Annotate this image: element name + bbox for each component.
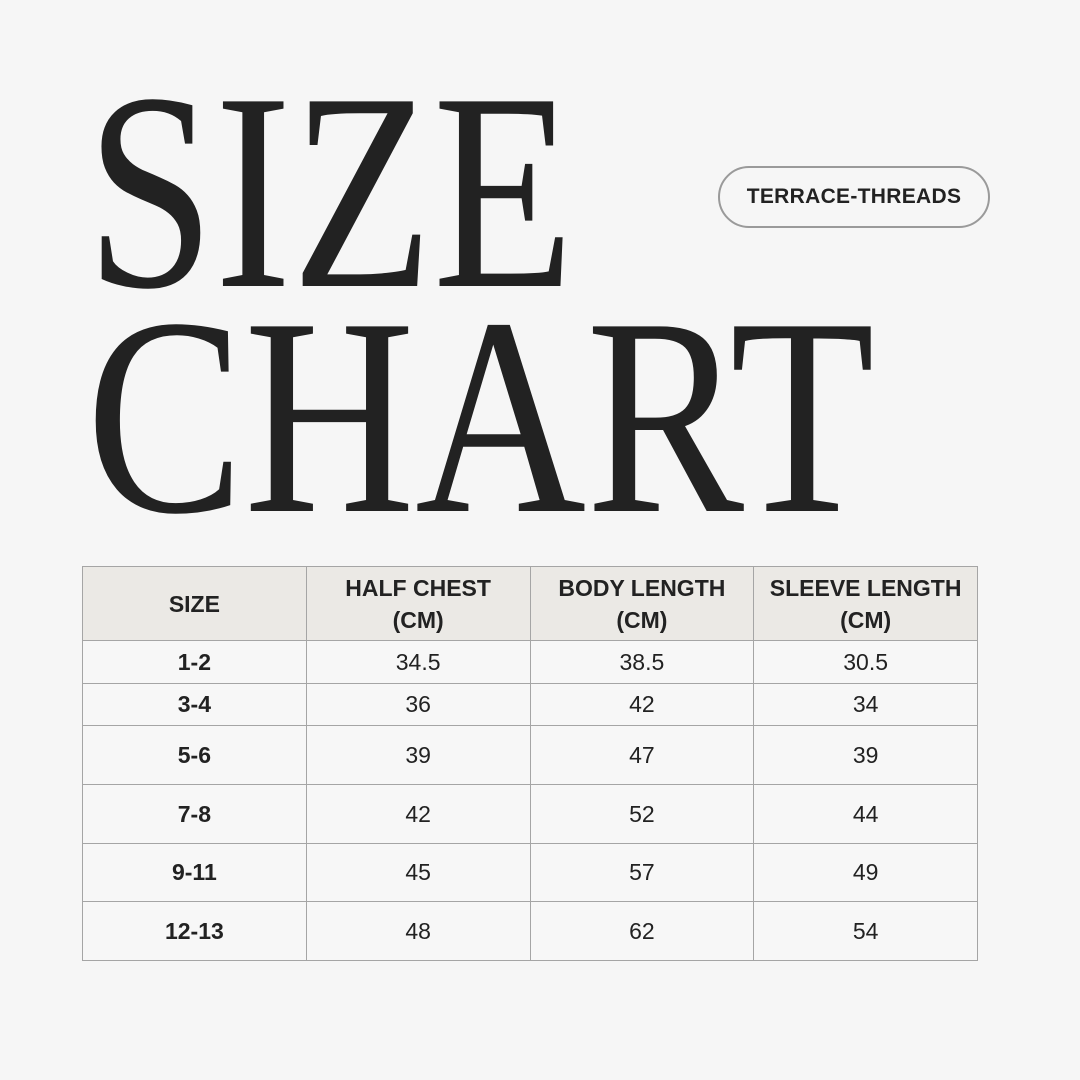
table-row: 3-4 36 42 34 [82, 683, 978, 726]
column-header: HALF CHEST (CM) [305, 566, 531, 641]
column-header: SIZE [82, 566, 307, 641]
measurement-cell: 39 [305, 725, 531, 785]
table-row: 12-13 48 62 54 [82, 901, 978, 961]
title-line-1: SIZE [86, 35, 575, 347]
header-unit: (CM) [616, 606, 668, 633]
size-cell: 5-6 [82, 725, 307, 785]
measurement-cell: 34 [753, 683, 978, 726]
size-cell: 12-13 [82, 901, 307, 961]
measurement-cell: 42 [305, 784, 531, 844]
size-cell: 1-2 [82, 640, 307, 684]
header-unit: (CM) [840, 606, 892, 633]
measurement-cell: 54 [753, 901, 978, 961]
header-label: SIZE [168, 590, 220, 617]
measurement-cell: 49 [753, 843, 978, 902]
measurement-cell: 30.5 [753, 640, 978, 684]
size-cell: 7-8 [82, 784, 307, 844]
measurement-cell: 47 [529, 725, 755, 785]
header-unit: (CM) [392, 606, 444, 633]
table-row: 7-8 42 52 44 [82, 784, 978, 844]
measurement-cell: 48 [305, 901, 531, 961]
measurement-cell: 42 [529, 683, 755, 726]
size-cell: 9-11 [82, 843, 307, 902]
table-row: 1-2 34.5 38.5 30.5 [82, 640, 978, 684]
measurement-cell: 39 [753, 725, 978, 785]
measurement-cell: 44 [753, 784, 978, 844]
measurement-cell: 57 [529, 843, 755, 902]
measurement-cell: 34.5 [305, 640, 531, 684]
brand-badge: TERRACE-THREADS [718, 166, 990, 228]
column-header: BODY LENGTH (CM) [529, 566, 755, 641]
measurement-cell: 52 [529, 784, 755, 844]
measurement-cell: 45 [305, 843, 531, 902]
header-label: SLEEVE LENGTH [769, 574, 962, 601]
size-table: SIZE HALF CHEST (CM) BODY LENGTH (CM) SLEEVE … [82, 566, 978, 961]
measurement-cell: 38.5 [529, 640, 755, 684]
table-header-row: SIZE HALF CHEST (CM) BODY LENGTH (CM) SLEEVE … [82, 566, 978, 641]
table-row: 5-6 39 47 39 [82, 725, 978, 785]
header-label: BODY LENGTH [558, 574, 726, 601]
header-label: HALF CHEST [345, 574, 491, 601]
size-cell: 3-4 [82, 683, 307, 726]
measurement-cell: 36 [305, 683, 531, 726]
column-header: SLEEVE LENGTH (CM) [753, 566, 978, 641]
table-row: 9-11 45 57 49 [82, 843, 978, 902]
title-line-2: CHART [86, 260, 875, 572]
measurement-cell: 62 [529, 901, 755, 961]
